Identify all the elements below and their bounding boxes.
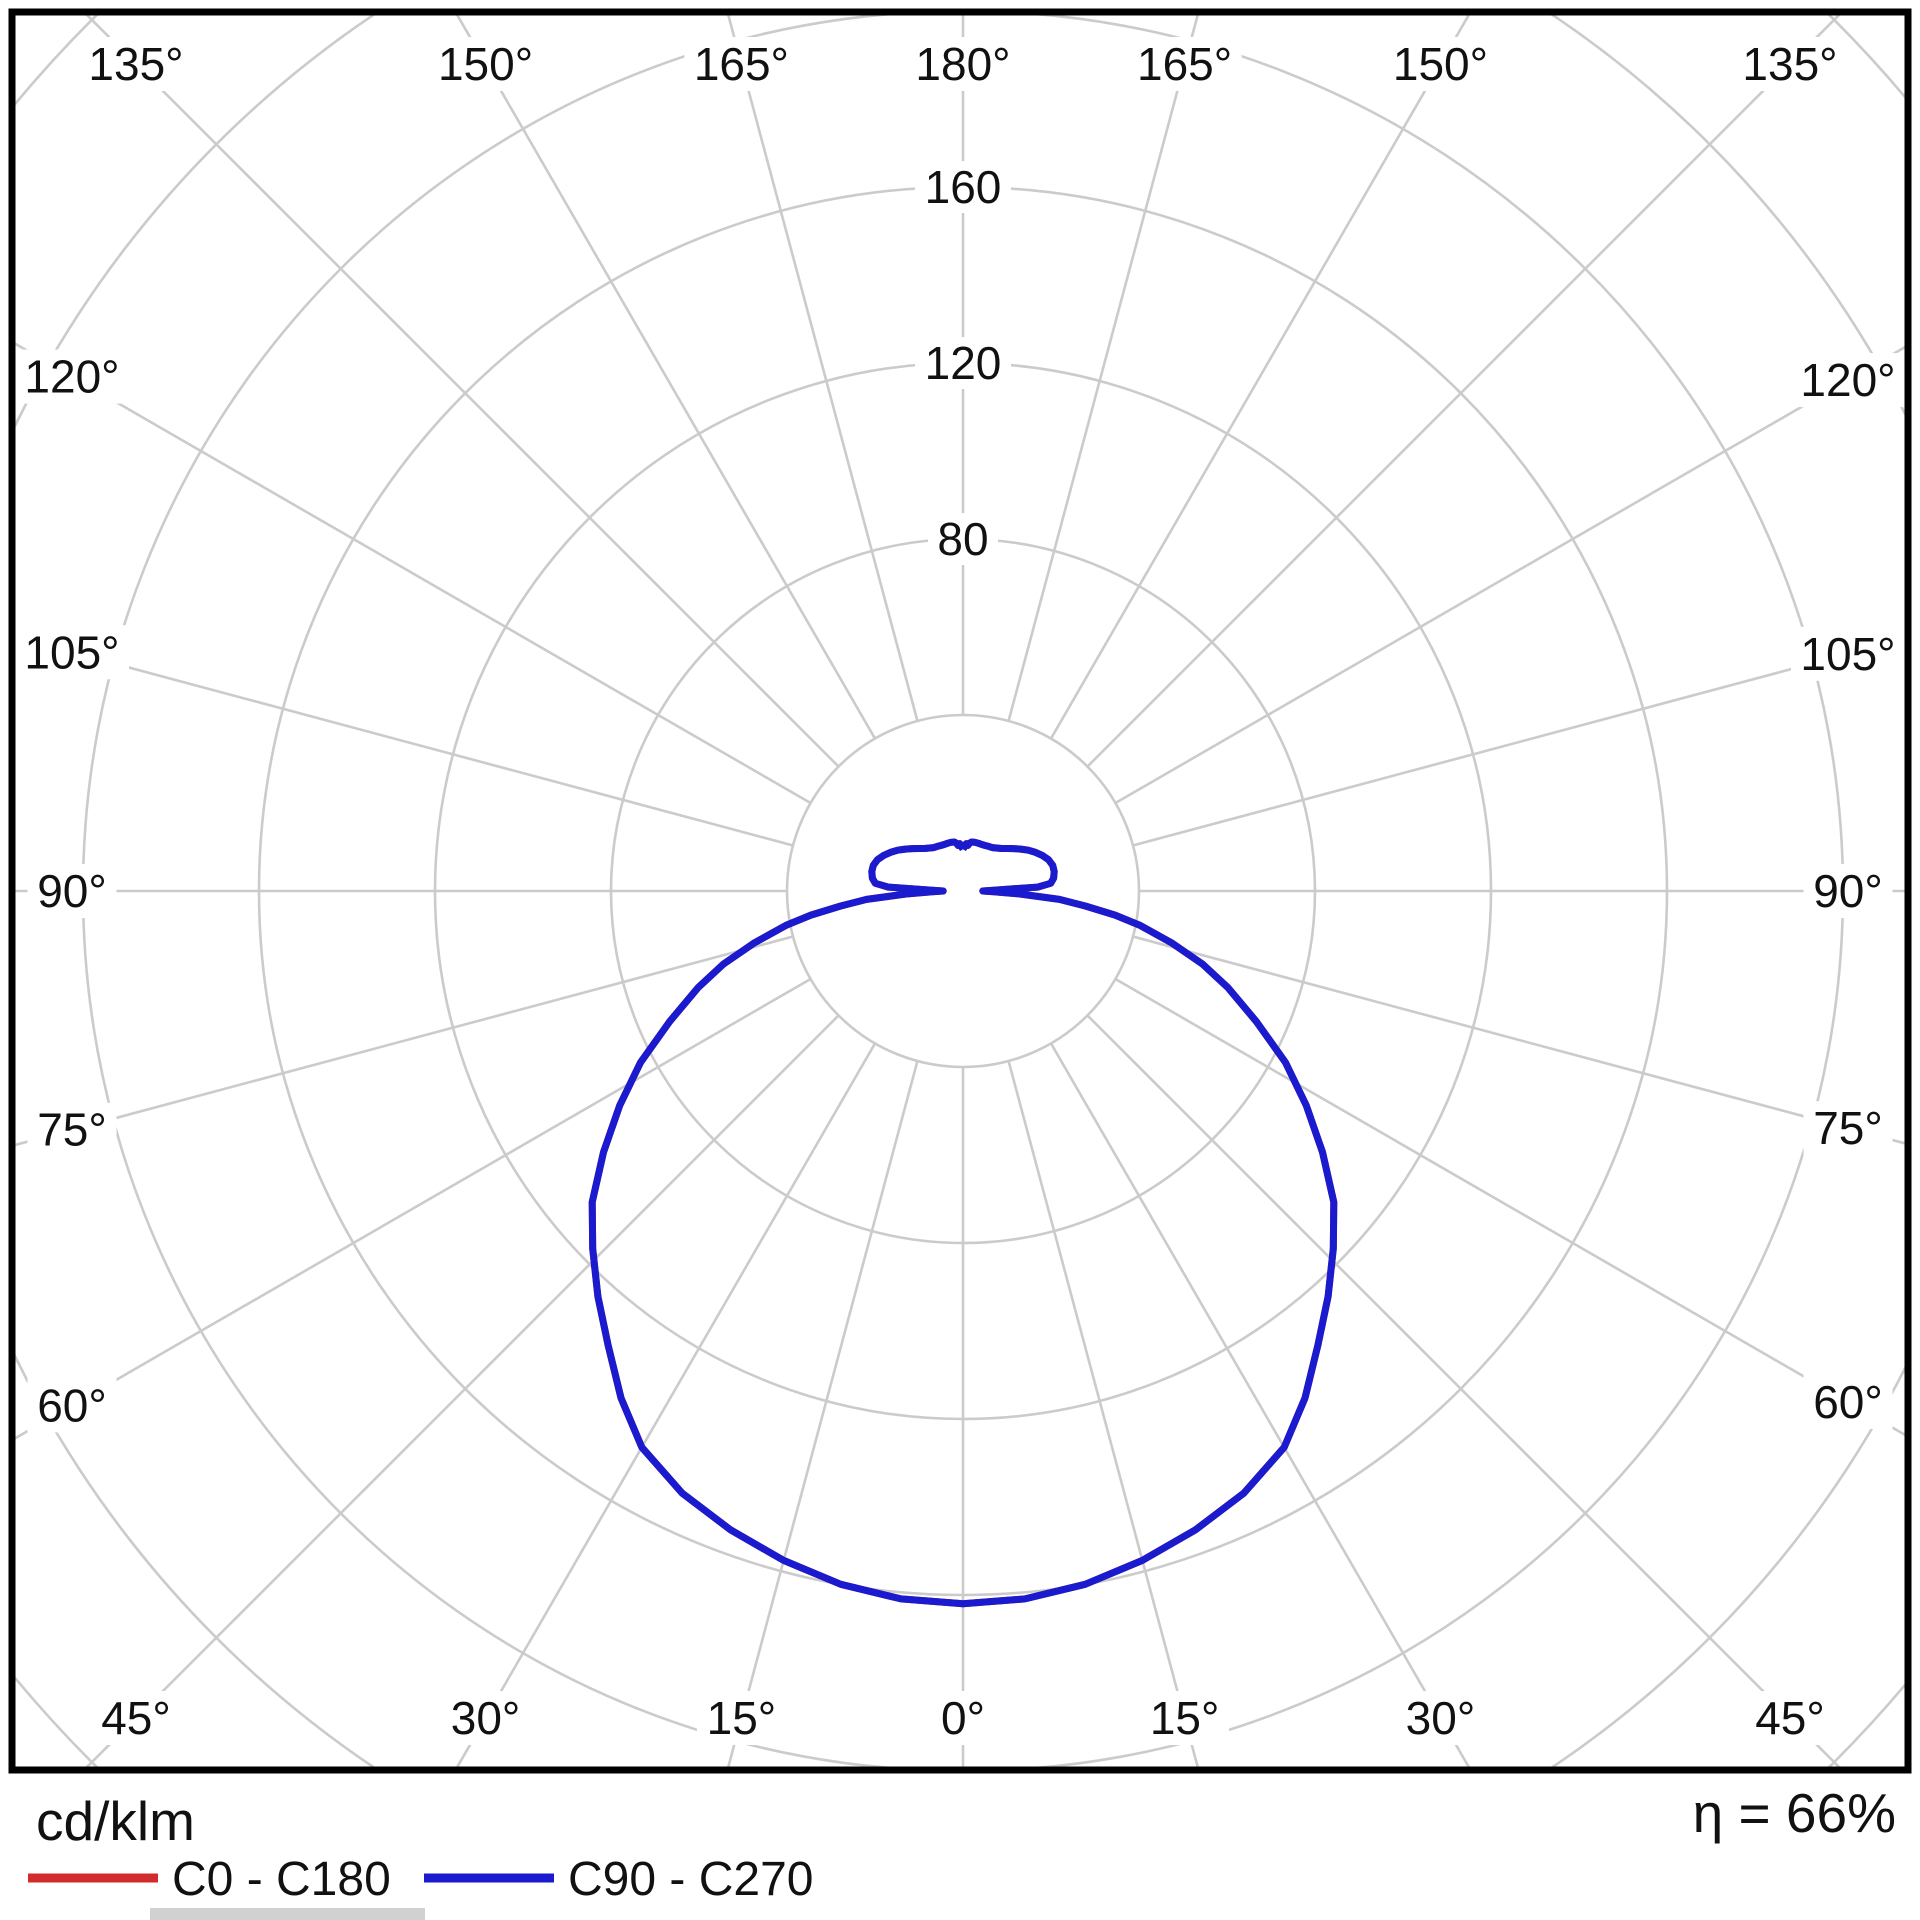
legend: C0 - C180 C90 - C270 <box>28 1853 813 1906</box>
angle-label-90-left: 90° <box>37 865 107 917</box>
grid-radial-345 <box>726 1060 919 1767</box>
angle-label-gap <box>1383 37 1498 91</box>
grid-radial-150 <box>1049 15 1471 740</box>
angle-label-gap <box>428 37 543 91</box>
angle-label-gap <box>79 37 193 91</box>
angle-label-15-right: 15° <box>1150 1692 1220 1744</box>
curves-layer <box>588 838 1338 1608</box>
angle-label-135-left: 135° <box>88 38 183 90</box>
angle-label-180-right: 180° <box>915 38 1010 90</box>
angle-label-gap <box>1127 37 1242 91</box>
angle-label-gap <box>684 37 799 91</box>
legend-item-c0: C0 - C180 <box>28 1853 391 1906</box>
unit-label: cd/klm <box>36 1790 195 1852</box>
plot-border <box>8 8 1912 1774</box>
angle-label-105-left: 105° <box>24 626 119 678</box>
angle-label-gap <box>931 1691 995 1745</box>
angle-label-15-left: 15° <box>707 1692 777 1744</box>
angle-label-60-right: 60° <box>1813 1376 1883 1428</box>
ring-label-gap <box>915 161 1011 213</box>
angle-label-165-left: 165° <box>694 38 789 90</box>
angle-label-gap <box>1733 37 1847 91</box>
angle-label-0-right: 0° <box>941 1692 985 1744</box>
ring-label-80: 80 <box>937 513 988 565</box>
angle-label-135-right: 135° <box>1742 38 1837 90</box>
grid-radial-210 <box>455 15 877 740</box>
grid-radial-240 <box>15 342 812 805</box>
angle-label-gap <box>1803 864 1893 918</box>
angle-label-gap <box>15 625 129 680</box>
grid-radial-285 <box>15 935 794 1147</box>
angle-label-gap <box>441 1691 531 1745</box>
angle-label-gap <box>1745 1691 1835 1745</box>
angle-label-60-left: 60° <box>37 1379 107 1431</box>
angle-label-gap <box>696 1691 786 1745</box>
grid-radial-255 <box>15 635 794 847</box>
angle-label-gap <box>91 1691 181 1745</box>
angle-label-75-left: 75° <box>37 1104 107 1156</box>
grid-radial-15 <box>1007 1060 1200 1767</box>
angle-label-75-right: 75° <box>1813 1102 1883 1154</box>
angle-label-gap <box>1791 353 1905 408</box>
angle-label-gap <box>1791 626 1905 681</box>
grid-radial-30 <box>1049 1042 1471 1767</box>
angle-label-30-right: 30° <box>1406 1692 1476 1744</box>
legend-item-c90: C90 - C270 <box>424 1853 813 1906</box>
angle-label-90-right: 90° <box>1813 865 1883 917</box>
legend-label-c90-c270: C90 - C270 <box>568 1853 813 1906</box>
angle-label-120-right: 120° <box>1800 354 1895 406</box>
angle-label-gap <box>1395 1691 1485 1745</box>
angle-label-120-left: 120° <box>24 351 119 403</box>
ring-label-120: 120 <box>925 337 1002 389</box>
grid-radial-195 <box>726 15 919 722</box>
ring-label-gap <box>915 337 1011 389</box>
angle-label-165-right: 165° <box>1137 38 1232 90</box>
angle-label-150-right: 150° <box>1393 38 1488 90</box>
grid-radial-105 <box>1132 637 1905 847</box>
grid-radial-120 <box>1114 345 1905 805</box>
intensity-ring-labels: 80 120 160 <box>915 161 1011 565</box>
legend-label-c0-c180: C0 - C180 <box>172 1853 391 1906</box>
grid-radial-330 <box>455 1042 877 1767</box>
angle-label-150-left: 150° <box>438 38 533 90</box>
angle-label-gap <box>15 349 129 404</box>
angle-label-45-right: 45° <box>1755 1692 1825 1744</box>
ring-label-gap <box>928 513 998 565</box>
grid-radial-75 <box>1132 935 1905 1145</box>
angle-label-gap <box>1803 1101 1893 1156</box>
angle-label-45-left: 45° <box>101 1692 171 1744</box>
angle-label-gap <box>1140 1691 1230 1745</box>
angle-label-gap <box>1803 1374 1893 1429</box>
angle-label-gap <box>27 864 117 918</box>
gamma-angle-labels: 0° 15° 30° 45° 60° 75° 90° 105° 120° 135° 150° 165°… <box>15 37 1905 1745</box>
efficiency-label: η = 66% <box>1693 1782 1896 1844</box>
angle-label-gap <box>27 1102 117 1157</box>
ring-label-160: 160 <box>925 161 1002 213</box>
angle-label-gap <box>906 37 1020 91</box>
angle-label-gap <box>27 1378 117 1433</box>
cropped-edge-artifact <box>150 1908 425 1920</box>
angle-label-105-right: 105° <box>1800 628 1895 680</box>
angle-label-30-left: 30° <box>451 1692 521 1744</box>
grid-radial-165 <box>1007 15 1200 722</box>
curve-c90-c270 <box>588 838 1338 1608</box>
